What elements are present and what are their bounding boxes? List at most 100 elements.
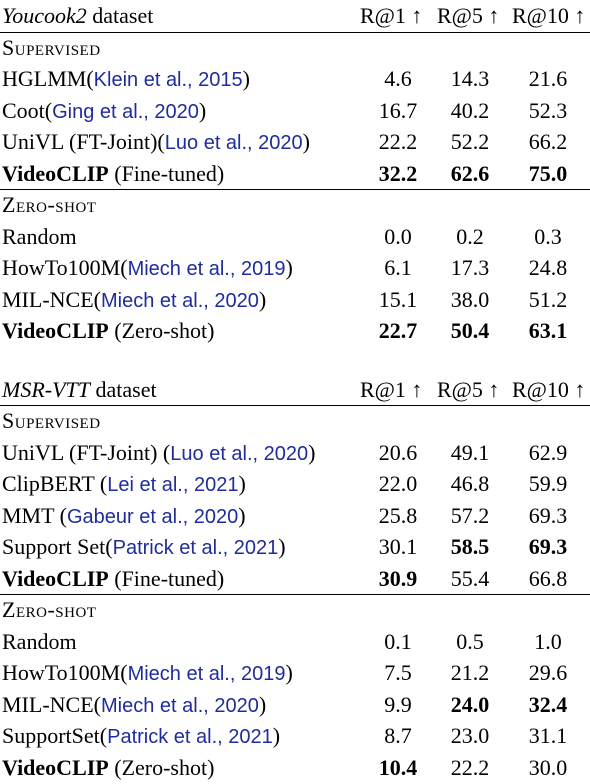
metric-value: 25.8 bbox=[378, 502, 418, 528]
metric-value: 69.3 bbox=[528, 502, 568, 528]
metric-header: R@1 ↑ bbox=[360, 3, 423, 28]
method-label: VideoCLIP bbox=[2, 754, 109, 780]
metric-value: 17.3 bbox=[450, 255, 490, 280]
metric-value: 66.2 bbox=[528, 129, 568, 154]
table-row: MIL-NCE(Miech et al., 2020) 9.9 24.0 32.4 bbox=[0, 689, 590, 721]
metric-value: 24.0 bbox=[450, 691, 490, 717]
metric-value: 58.5 bbox=[450, 534, 490, 559]
metric-value: 52.3 bbox=[528, 97, 568, 123]
metric-value: 29.6 bbox=[528, 660, 568, 685]
method-label: ClipBERT ( bbox=[2, 471, 108, 496]
method-suffix: ) bbox=[308, 439, 316, 465]
section-rule bbox=[0, 31, 590, 33]
method-name: Random bbox=[2, 626, 77, 658]
method-suffix: ) bbox=[238, 471, 246, 496]
metric-value: 22.2 bbox=[378, 129, 418, 154]
section-title: Zero-shot bbox=[2, 192, 97, 217]
section-title: Supervised bbox=[2, 34, 101, 60]
method-name: HowTo100M(Miech et al., 2019) bbox=[2, 657, 293, 691]
method-suffix: (Zero-shot) bbox=[108, 754, 215, 780]
method-name: UniVL (FT-Joint)(Luo et al., 2020) bbox=[2, 126, 310, 160]
citation-link[interactable]: Miech et al., 2020 bbox=[100, 289, 259, 312]
method-label: Support Set( bbox=[2, 534, 113, 559]
table-row: VideoCLIP (Zero-shot) 22.7 50.4 63.1 bbox=[0, 315, 590, 347]
table-row: Random 0.1 0.5 1.0 bbox=[0, 626, 590, 658]
method-label: VideoCLIP bbox=[2, 160, 109, 186]
metric-header: R@10 ↑ bbox=[512, 376, 586, 402]
metric-header: R@5 ↑ bbox=[437, 376, 500, 402]
table-row: VideoCLIP (Zero-shot) 10.4 22.2 30.0 bbox=[0, 752, 590, 784]
citation-link[interactable]: Patrick et al., 2021 bbox=[112, 537, 279, 559]
citation-link[interactable]: Patrick et al., 2021 bbox=[107, 726, 273, 748]
method-label: HowTo100M( bbox=[2, 660, 128, 685]
metric-value: 21.2 bbox=[450, 660, 490, 685]
table-row: Random 0.0 0.2 0.3 bbox=[0, 221, 590, 253]
dataset-suffix: dataset bbox=[86, 3, 154, 28]
method-suffix: (Zero-shot) bbox=[108, 318, 215, 343]
method-label: HGLMM( bbox=[2, 66, 94, 91]
table-row: Coot(Ging et al., 2020) 16.7 40.2 52.3 bbox=[0, 95, 590, 127]
method-name: MIL-NCE(Miech et al., 2020) bbox=[2, 284, 266, 318]
metric-value: 0.3 bbox=[534, 223, 562, 249]
method-name: UniVL (FT-Joint) (Luo et al., 2020) bbox=[2, 437, 315, 471]
method-suffix: (Fine-tuned) bbox=[108, 160, 225, 186]
table-row: HGLMM(Klein et al., 2015) 4.6 14.3 21.6 bbox=[0, 63, 590, 95]
metric-value: 20.6 bbox=[378, 439, 418, 465]
metric-value: 66.8 bbox=[528, 565, 568, 591]
metric-value: 22.2 bbox=[450, 754, 490, 780]
metric-value: 1.0 bbox=[534, 628, 562, 654]
method-suffix: ) bbox=[285, 255, 293, 280]
method-name: MIL-NCE(Miech et al., 2020) bbox=[2, 689, 266, 723]
dataset-name: MSR-VTT bbox=[2, 376, 90, 402]
citation-link[interactable]: Miech et al., 2019 bbox=[127, 258, 286, 280]
metric-value: 59.9 bbox=[528, 471, 568, 496]
metric-value: 52.2 bbox=[450, 129, 490, 154]
metric-value: 30.1 bbox=[378, 534, 418, 559]
method-suffix: ) bbox=[285, 660, 293, 685]
section-rule bbox=[0, 189, 590, 190]
metric-value: 0.1 bbox=[384, 628, 412, 654]
metric-value: 23.0 bbox=[450, 723, 490, 748]
citation-link[interactable]: Gabeur et al., 2020 bbox=[67, 505, 239, 528]
method-label: SupportSet( bbox=[2, 723, 108, 748]
citation-link[interactable]: Miech et al., 2019 bbox=[127, 663, 286, 685]
method-name: Coot(Ging et al., 2020) bbox=[2, 95, 206, 129]
metric-value: 4.6 bbox=[384, 66, 412, 91]
citation-link[interactable]: Miech et al., 2020 bbox=[100, 694, 259, 717]
method-name: ClipBERT (Lei et al., 2021) bbox=[2, 468, 246, 502]
metric-value: 21.6 bbox=[528, 66, 568, 91]
method-name: Support Set(Patrick et al., 2021) bbox=[2, 531, 286, 565]
metric-value: 16.7 bbox=[378, 97, 418, 123]
citation-link[interactable]: Luo et al., 2020 bbox=[164, 132, 303, 154]
metric-value: 50.4 bbox=[450, 318, 490, 343]
metric-value: 57.2 bbox=[450, 502, 490, 528]
method-name: VideoCLIP (Fine-tuned) bbox=[2, 158, 224, 190]
metric-value: 22.0 bbox=[378, 471, 418, 496]
metric-value: 0.0 bbox=[384, 223, 412, 249]
method-suffix: ) bbox=[238, 502, 246, 528]
citation-link[interactable]: Lei et al., 2021 bbox=[107, 474, 239, 496]
method-label: Random bbox=[2, 628, 77, 654]
metric-value: 75.0 bbox=[528, 160, 568, 186]
dataset-suffix: dataset bbox=[90, 376, 157, 402]
metric-value: 24.8 bbox=[528, 255, 568, 280]
table-row: UniVL (FT-Joint) (Luo et al., 2020) 20.6 4… bbox=[0, 437, 590, 469]
results-table: MSR-VTT dataset R@1 ↑ R@5 ↑ R@10 ↑ Supervise… bbox=[0, 374, 590, 784]
method-suffix: ) bbox=[198, 97, 207, 123]
table-row: VideoCLIP (Fine-tuned) 30.9 55.4 66.8 bbox=[0, 563, 590, 595]
dataset-name: Youcook2 bbox=[2, 3, 87, 28]
citation-link[interactable]: Luo et al., 2020 bbox=[170, 442, 309, 465]
citation-link[interactable]: Ging et al., 2020 bbox=[52, 100, 199, 123]
table-row: Support Set(Patrick et al., 2021) 30.1 58.… bbox=[0, 531, 590, 563]
results-table: Youcook2 dataset R@1 ↑ R@5 ↑ R@10 ↑ Supervis… bbox=[0, 0, 590, 347]
citation-link[interactable]: Klein et al., 2015 bbox=[93, 69, 243, 91]
section-rule bbox=[0, 594, 590, 595]
table-row: VideoCLIP (Fine-tuned) 32.2 62.6 75.0 bbox=[0, 158, 590, 190]
method-name: SupportSet(Patrick et al., 2021) bbox=[2, 720, 280, 754]
dataset-label: MSR-VTT dataset bbox=[2, 374, 157, 406]
section-header-row: Supervised bbox=[0, 32, 590, 64]
metric-value: 63.1 bbox=[528, 318, 568, 343]
table-row: HowTo100M(Miech et al., 2019) 6.1 17.3 24.8 bbox=[0, 252, 590, 284]
method-label: UniVL (FT-Joint)( bbox=[2, 129, 165, 154]
metric-value: 0.5 bbox=[456, 628, 484, 654]
